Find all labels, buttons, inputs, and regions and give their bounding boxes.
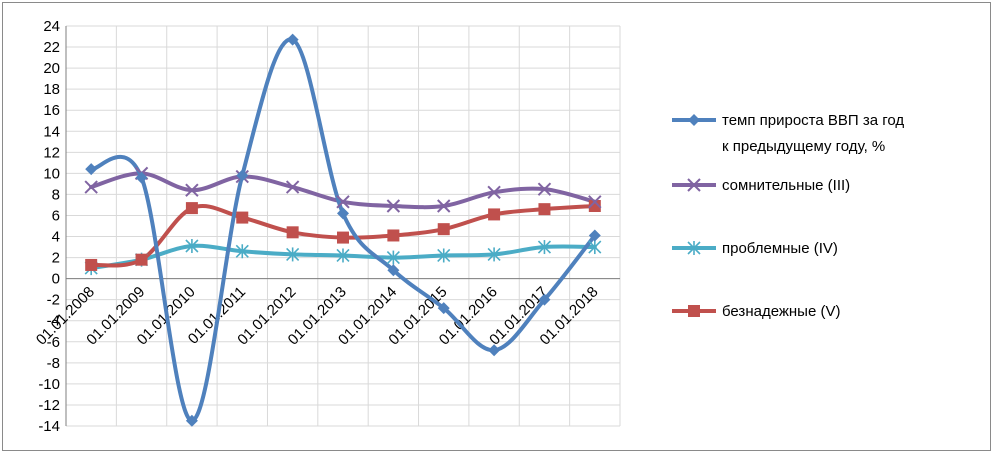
y-tick-label: 4: [52, 229, 60, 246]
series-1-point-stroke: [84, 180, 98, 194]
legend-marker-2: [687, 241, 701, 255]
series-1-point-stroke: [588, 195, 602, 209]
series-1-point-stroke: [437, 199, 451, 213]
y-tick-label: -8: [47, 355, 60, 372]
grid: [65, 25, 621, 427]
series-0-point: [387, 264, 400, 277]
series-0-point: [135, 171, 148, 184]
legend-label-line: темп прироста ВВП за год: [722, 112, 904, 129]
series-1-point: [487, 185, 501, 200]
series-2-point: [185, 239, 199, 253]
series-3-point: [538, 203, 551, 216]
legend-marker-1: [687, 178, 701, 192]
legend-label-3: безнадежные (V): [722, 303, 840, 320]
series-1-point: [537, 182, 552, 196]
series-2-point: [588, 240, 602, 255]
y-tick-label: -12: [38, 397, 60, 414]
series-3-point: [236, 211, 249, 224]
legend: темп прироста ВВП за год к предыдущему го…: [672, 112, 904, 320]
y-tick-label: 18: [43, 81, 60, 98]
series-0-point: [538, 293, 551, 306]
y-tick-label: 14: [43, 123, 60, 140]
series-3-point: [185, 202, 198, 215]
series-1-point: [185, 183, 199, 197]
legend-label-1: сомнительные (III): [722, 177, 850, 194]
series-0-point: [185, 414, 198, 427]
y-tick-label: 22: [43, 39, 60, 56]
series-3-point: [387, 229, 400, 242]
series-3-point: [437, 223, 450, 236]
series-1-point: [437, 199, 451, 213]
legend-label-0: темп прироста ВВП за год к предыдущему го…: [722, 112, 904, 155]
series-2-point: [235, 244, 249, 259]
y-tick-label: 24: [43, 18, 60, 35]
series-0-point: [437, 302, 450, 315]
series-1-point-stroke: [537, 182, 552, 196]
series-1-point: [84, 180, 98, 194]
series-1-point-stroke: [336, 195, 350, 209]
series-0-point: [337, 207, 349, 220]
series-1-point: [285, 180, 300, 194]
series-3-point: [286, 226, 299, 239]
y-tick-label: -2: [47, 292, 60, 309]
series-0-point: [588, 229, 601, 242]
y-tick-label: -6: [47, 334, 60, 351]
series-1-point-stroke: [386, 199, 401, 213]
series-1-point: [336, 195, 350, 209]
series-2-point: [386, 250, 400, 265]
series-3-point: [588, 200, 601, 212]
y-tick-label: 8: [52, 186, 60, 203]
series-1-point-stroke: [285, 180, 300, 194]
series-markers: [84, 33, 602, 427]
y-tick-label: 2: [52, 250, 60, 267]
legend-marker-1-stroke: [687, 178, 701, 192]
series-0-point: [286, 33, 299, 46]
y-tick-label: -14: [38, 418, 60, 435]
series-1-point-stroke: [487, 185, 501, 200]
y-tick-label: 0: [52, 271, 60, 288]
axes: [65, 26, 620, 426]
y-tick-label: 20: [43, 60, 60, 77]
series-3-point: [488, 208, 501, 221]
y-tick-label: 12: [43, 144, 60, 161]
legend-marker-0: [688, 114, 700, 126]
series-2-point: [336, 248, 350, 263]
legend-label-line: к предыдущему году, %: [722, 138, 885, 155]
series-0-point: [488, 344, 501, 357]
series-2-point: [437, 248, 451, 263]
legend-label-2: проблемные (IV): [722, 240, 838, 257]
series-1-point-stroke: [185, 183, 199, 197]
y-tick-label: 16: [43, 102, 60, 119]
series-0-point: [236, 169, 249, 182]
series-1-point: [588, 195, 602, 209]
x-tick-labels: 01.01.200801.01.200901.01.201001.01.2011…: [33, 283, 602, 348]
series-2-point: [286, 247, 300, 262]
series-0-point: [85, 163, 98, 176]
series-3-point: [85, 258, 98, 271]
y-tick-label: 10: [43, 165, 60, 182]
series-3-point: [135, 253, 148, 266]
y-tick-label: 6: [52, 207, 60, 224]
y-tick-label: -4: [47, 313, 60, 330]
series-1-point: [386, 199, 401, 213]
series-2-point: [487, 247, 501, 262]
y-tick-label: -10: [38, 376, 60, 393]
legend-marker-3: [688, 305, 700, 317]
series-2-point: [537, 240, 552, 255]
series-3-point: [337, 231, 349, 244]
